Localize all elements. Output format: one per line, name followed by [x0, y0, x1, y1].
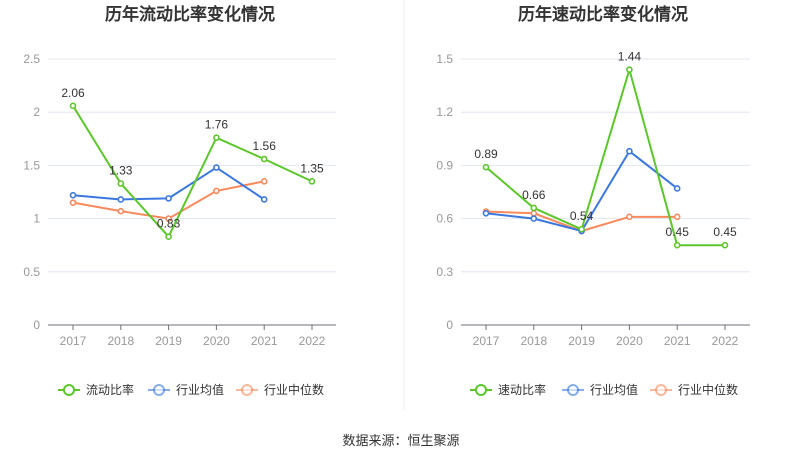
x-tick-label: 2018 — [520, 334, 547, 348]
data-source: 数据来源：恒生聚源 — [342, 433, 460, 448]
legend-item[interactable]: 流动比率 — [58, 382, 134, 397]
data-point — [308, 178, 316, 185]
data-point — [117, 180, 125, 187]
legend-item[interactable]: 行业均值 — [562, 382, 638, 397]
y-tick-label: 0.5 — [23, 265, 40, 279]
chart-1: 历年流动比率变化情况 0 0.5 1 1.5 2 2.5 2017 2018 2019 2020 20… — [23, 4, 336, 397]
x-tick-label: 2020 — [203, 334, 230, 348]
legend-label: 行业均值 — [590, 382, 638, 397]
data-point — [673, 185, 681, 192]
legend-marker-icon — [567, 384, 579, 396]
x-tick-label: 2021 — [251, 334, 278, 348]
data-point — [626, 213, 633, 221]
data-label: 1.56 — [253, 139, 277, 153]
y-tick-label: 1 — [33, 212, 40, 226]
data-label: 0.89 — [474, 147, 498, 161]
y-tick-label: 1.5 — [436, 52, 453, 66]
x-tick-label: 2019 — [155, 334, 182, 348]
legend-item[interactable]: 行业中位数 — [650, 382, 738, 397]
chart-2: 历年速动比率变化情况 0 0.3 0.6 0.9 1.2 1.5 2017 2018 2019 20… — [436, 4, 750, 397]
data-point — [165, 215, 172, 222]
data-label: 1.76 — [205, 118, 229, 132]
data-label: 1.35 — [300, 161, 324, 175]
x-tick-label: 2022 — [299, 334, 326, 348]
data-point — [69, 102, 77, 110]
y-tick-label: 0.6 — [436, 212, 453, 226]
legend-marker-icon — [153, 384, 165, 396]
data-label: 0.83 — [157, 217, 181, 231]
x-tick-label: 2020 — [616, 334, 643, 348]
x-tick-label: 2019 — [568, 334, 595, 348]
series-line-流动比率 — [72, 105, 313, 239]
x-tick-label: 2022 — [712, 334, 739, 348]
data-point — [165, 195, 172, 202]
data-point — [482, 209, 490, 217]
x-tick-label: 2021 — [664, 334, 691, 348]
y-tick-label: 2.5 — [23, 52, 40, 66]
data-point — [530, 209, 538, 217]
legend-marker-icon — [655, 384, 667, 396]
legend-item[interactable]: 速动比率 — [470, 382, 546, 397]
y-tick-label: 1.5 — [23, 158, 40, 172]
y-tick-label: 0.3 — [436, 265, 453, 279]
data-point — [626, 147, 633, 155]
legend-label: 行业中位数 — [264, 382, 324, 397]
data-point — [530, 215, 538, 222]
legend-label: 速动比率 — [498, 382, 546, 397]
data-label: 0.45 — [713, 225, 737, 239]
legend-label: 流动比率 — [86, 382, 134, 397]
data-point — [213, 164, 220, 171]
data-label: 0.54 — [570, 209, 594, 223]
series-line-行业均值 — [72, 166, 265, 201]
data-point — [626, 66, 633, 73]
data-point — [213, 134, 220, 142]
y-tick-label: 1.2 — [436, 105, 453, 119]
data-point — [260, 178, 268, 185]
y-tick-label: 0.9 — [436, 158, 453, 172]
data-point — [117, 207, 125, 215]
data-point — [721, 241, 729, 249]
legend-item[interactable]: 行业均值 — [148, 382, 224, 397]
series-line-速动比率 — [485, 66, 725, 247]
data-point — [482, 163, 490, 171]
x-tick-label: 2017 — [473, 334, 500, 348]
data-label: 1.33 — [109, 163, 133, 177]
data-point — [117, 196, 125, 203]
data-point — [673, 213, 681, 221]
legend-item[interactable]: 行业中位数 — [236, 382, 324, 397]
data-point — [260, 155, 268, 163]
data-point — [69, 191, 77, 199]
data-label: 0.45 — [666, 225, 690, 239]
data-point — [213, 187, 220, 195]
y-tick-label: 2 — [33, 105, 40, 119]
data-label: 2.06 — [61, 86, 85, 100]
x-tick-label: 2017 — [60, 334, 87, 348]
data-point — [260, 196, 268, 203]
y-tick-label: 0 — [33, 318, 40, 332]
data-point — [69, 199, 77, 206]
y-tick-label: 0 — [446, 318, 453, 332]
chart-title: 历年流动比率变化情况 — [105, 4, 275, 24]
data-point — [530, 204, 538, 212]
data-label: 0.66 — [522, 188, 546, 202]
data-point — [165, 233, 172, 240]
data-point — [673, 241, 681, 249]
legend-label: 行业中位数 — [678, 382, 738, 397]
legend-marker-icon — [241, 384, 253, 396]
legend-marker-icon — [63, 384, 75, 396]
legend-label: 行业均值 — [176, 382, 224, 397]
x-tick-label: 2018 — [107, 334, 134, 348]
data-label: 1.44 — [618, 50, 642, 64]
data-point — [578, 225, 585, 233]
legend-marker-icon — [475, 384, 487, 396]
chart-title: 历年速动比率变化情况 — [518, 4, 688, 24]
